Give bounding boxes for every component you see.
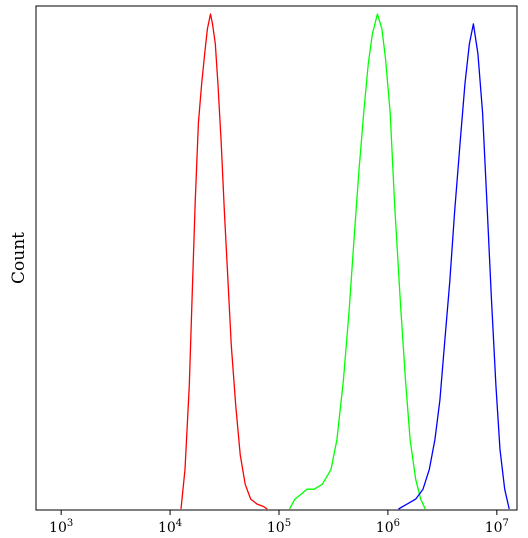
x-tick-label-3: 105 [267, 518, 291, 536]
series-line-2 [288, 13, 426, 510]
series-layer [180, 13, 510, 510]
x-tick-label-5: 107 [485, 518, 509, 536]
series-line-1 [180, 13, 268, 510]
y-axis-label: Count [9, 232, 29, 284]
series-line-3 [398, 23, 510, 510]
x-tick-label-4: 106 [376, 518, 400, 536]
x-tick-label-1: 103 [49, 518, 73, 536]
x-tick-label-2: 104 [158, 518, 182, 536]
x-tick-layer: 103 104 105 106 107 [49, 510, 509, 536]
plot-frame [35, 5, 518, 511]
